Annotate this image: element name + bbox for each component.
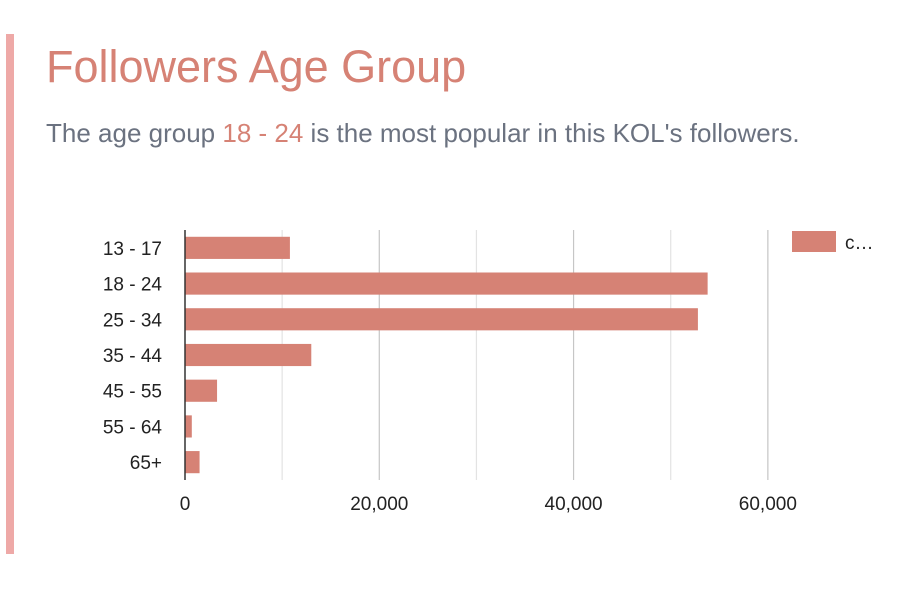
legend-label: c… (845, 233, 874, 254)
bar-18-24[interactable] (185, 272, 708, 295)
bar-65[interactable] (185, 451, 200, 474)
subtitle-text-after: is the most popular in this KOL's follow… (303, 118, 800, 148)
card-title: Followers Age Group (46, 41, 467, 92)
chart-legend[interactable]: c… (792, 231, 874, 254)
bar-13-17[interactable] (185, 236, 290, 259)
card-subtitle: The age group 18 - 24 is the most popula… (46, 116, 800, 150)
category-label: 65+ (130, 453, 162, 474)
x-tick-label: 40,000 (545, 494, 603, 515)
bar-55-64[interactable] (185, 415, 192, 438)
x-tick-label: 0 (180, 494, 191, 515)
x-tick-label: 20,000 (350, 494, 408, 515)
chart-category-labels: 13 - 17 18 - 24 25 - 34 35 - 44 45 - 55 55 - … (103, 239, 163, 474)
subtitle-highlight-age-group: 18 - 24 (222, 118, 304, 148)
bar-25-34[interactable] (185, 308, 698, 331)
chart-gridlines (281, 230, 769, 480)
category-label: 55 - 64 (103, 417, 163, 438)
bar-45-55[interactable] (185, 379, 218, 402)
followers-age-card: Followers Age Group The age group 18 - 2… (6, 34, 896, 554)
bar-35-44[interactable] (185, 343, 312, 367)
category-label: 35 - 44 (103, 346, 163, 367)
chart-x-tick-labels: 0 20,000 40,000 60,000 (180, 494, 797, 515)
subtitle-text-before: The age group (46, 118, 223, 148)
category-label: 18 - 24 (103, 275, 163, 296)
legend-swatch (792, 231, 836, 252)
chart-bars (185, 236, 708, 474)
category-label: 45 - 55 (103, 382, 162, 403)
card-accent-bar (6, 34, 14, 554)
x-tick-label: 60,000 (739, 494, 797, 515)
category-label: 25 - 34 (103, 310, 163, 331)
category-label: 13 - 17 (103, 239, 162, 260)
